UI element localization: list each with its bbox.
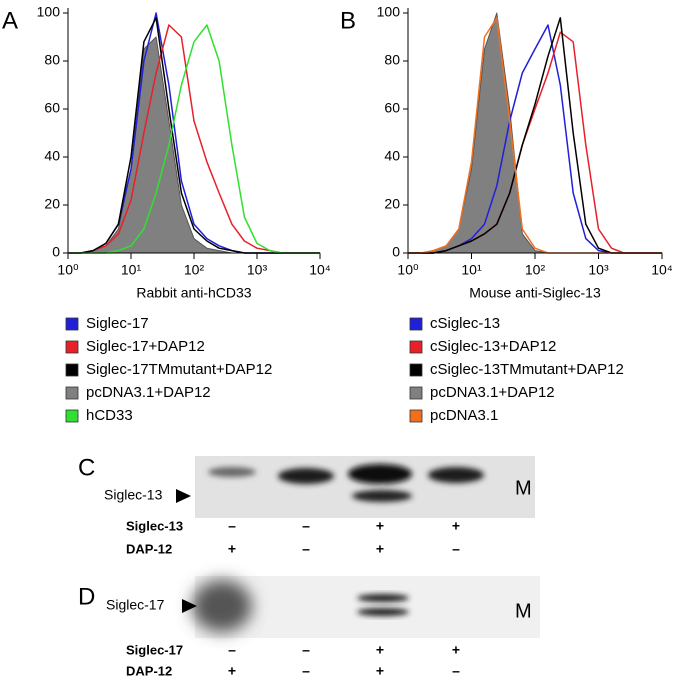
- series-line: [408, 17, 662, 254]
- x-axis-label: Mouse anti-Siglec-13: [469, 285, 601, 301]
- legend-label: Siglec-17TMmutant+DAP12: [86, 361, 272, 378]
- sign: +: [452, 518, 460, 534]
- sign: +: [228, 663, 236, 679]
- legend-swatch: [409, 340, 423, 354]
- marker-label: M: [515, 600, 532, 622]
- series-line: [68, 17, 320, 254]
- legend-label: Siglec-17+DAP12: [86, 338, 205, 355]
- x-tick-label: 10⁴: [651, 262, 673, 278]
- row-label: DAP-12: [126, 541, 172, 556]
- y-tick-label: 40: [384, 148, 400, 164]
- legend-swatch: [409, 409, 423, 423]
- series-line: [408, 31, 662, 254]
- x-tick-label: 10⁰: [397, 262, 419, 278]
- row-label: DAP-12: [126, 663, 172, 678]
- y-tick-label: 80: [384, 52, 400, 68]
- y-tick-label: 80: [44, 52, 60, 68]
- sign: –: [302, 518, 310, 534]
- sign: +: [376, 663, 384, 679]
- y-tick-label: 0: [52, 244, 60, 260]
- panel-label: A: [2, 7, 18, 34]
- legend-label: cSiglec-13+DAP12: [430, 338, 556, 355]
- legend-swatch: [409, 386, 423, 400]
- marker-label: M: [515, 477, 532, 499]
- sign: –: [302, 663, 310, 679]
- series-line: [408, 17, 662, 254]
- x-tick-label: 10²: [184, 262, 205, 278]
- series-line: [408, 24, 662, 254]
- legend-swatch: [65, 317, 79, 331]
- sign: +: [376, 518, 384, 534]
- x-tick-label: 10²: [525, 262, 546, 278]
- legend-label: pcDNA3.1: [430, 407, 498, 424]
- y-tick-label: 100: [377, 4, 401, 20]
- x-tick-label: 10⁰: [57, 262, 79, 278]
- legend-swatch: [65, 340, 79, 354]
- filled-series: [67, 36, 321, 254]
- legend-label: Siglec-17: [86, 315, 149, 332]
- band-label: Siglec-13: [104, 487, 163, 503]
- legend-swatch: [409, 363, 423, 377]
- y-tick-label: 0: [392, 244, 400, 260]
- legend-label: cSiglec-13: [430, 315, 500, 332]
- blot-image: [195, 576, 540, 638]
- sign: +: [376, 642, 384, 658]
- x-tick-label: 10¹: [121, 262, 142, 278]
- sign: +: [376, 541, 384, 557]
- sign: +: [452, 642, 460, 658]
- y-tick-label: 40: [44, 148, 60, 164]
- x-tick-label: 10⁴: [309, 262, 331, 278]
- y-tick-label: 20: [44, 196, 60, 212]
- series-line: [68, 12, 320, 254]
- arrowhead: [182, 599, 197, 613]
- x-tick-label: 10³: [588, 262, 609, 278]
- series-line: [68, 24, 320, 254]
- sign: –: [302, 642, 310, 658]
- row-label: Siglec-13: [126, 518, 183, 533]
- sign: –: [302, 541, 310, 557]
- legend-label: hCD33: [86, 407, 133, 424]
- legend-swatch: [65, 363, 79, 377]
- panel-label: B: [340, 7, 356, 34]
- row-label: Siglec-17: [126, 642, 183, 657]
- y-tick-label: 60: [384, 100, 400, 116]
- x-axis-label: Rabbit anti-hCD33: [136, 285, 251, 301]
- band-label: Siglec-17: [106, 597, 165, 613]
- legend-label: pcDNA3.1+DAP12: [86, 384, 211, 401]
- sign: –: [228, 642, 236, 658]
- x-tick-label: 10¹: [461, 262, 482, 278]
- sign: –: [228, 518, 236, 534]
- legend-label: pcDNA3.1+DAP12: [430, 384, 555, 401]
- panel-label: D: [78, 583, 95, 610]
- sign: –: [452, 663, 460, 679]
- legend-swatch: [65, 409, 79, 423]
- y-tick-label: 20: [384, 196, 400, 212]
- panel-label: C: [78, 454, 95, 481]
- arrowhead: [176, 489, 191, 503]
- legend-swatch: [409, 317, 423, 331]
- legend-label: cSiglec-13TMmutant+DAP12: [430, 361, 624, 378]
- blot-bands: [192, 580, 409, 632]
- x-tick-label: 10³: [247, 262, 268, 278]
- blot-bands: [208, 464, 484, 502]
- sign: –: [452, 541, 460, 557]
- y-tick-label: 60: [44, 100, 60, 116]
- legend-swatch: [65, 386, 79, 400]
- series-line: [68, 24, 320, 254]
- sign: +: [228, 541, 236, 557]
- y-tick-label: 100: [37, 4, 61, 20]
